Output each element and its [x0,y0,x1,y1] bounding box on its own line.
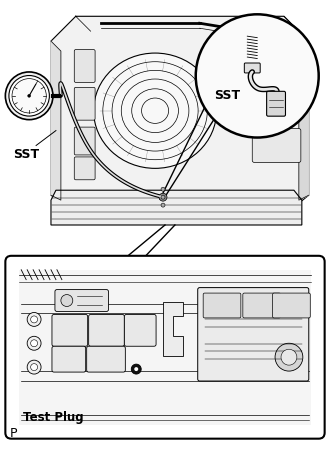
Text: SST: SST [13,149,39,162]
Text: SST: SST [214,89,241,102]
Circle shape [161,203,165,207]
FancyBboxPatch shape [244,63,260,73]
Circle shape [31,316,38,323]
Circle shape [9,75,50,116]
FancyBboxPatch shape [52,314,88,346]
FancyBboxPatch shape [273,293,310,318]
Circle shape [28,94,31,97]
Circle shape [131,364,141,374]
FancyBboxPatch shape [74,49,95,82]
Circle shape [27,313,41,326]
Circle shape [281,349,297,365]
Ellipse shape [94,53,216,168]
Circle shape [31,364,38,370]
Circle shape [61,295,73,307]
Circle shape [275,343,303,371]
FancyBboxPatch shape [252,89,301,118]
FancyBboxPatch shape [243,293,280,318]
Circle shape [5,72,53,119]
Polygon shape [51,16,309,215]
Polygon shape [51,41,61,200]
FancyBboxPatch shape [198,288,309,381]
Circle shape [27,360,41,374]
FancyBboxPatch shape [87,346,125,372]
FancyBboxPatch shape [19,270,311,425]
Circle shape [27,336,41,350]
Text: Test Plug: Test Plug [23,411,84,424]
Circle shape [161,187,165,191]
Circle shape [161,195,165,199]
FancyBboxPatch shape [89,314,124,346]
FancyBboxPatch shape [74,157,95,180]
FancyBboxPatch shape [74,88,95,120]
FancyBboxPatch shape [124,314,156,346]
FancyBboxPatch shape [203,293,241,318]
Text: P: P [9,427,17,440]
FancyBboxPatch shape [74,127,95,155]
FancyBboxPatch shape [55,290,109,312]
Polygon shape [299,41,309,200]
FancyBboxPatch shape [267,91,285,116]
FancyBboxPatch shape [52,346,86,372]
Circle shape [134,367,138,371]
Circle shape [12,79,46,113]
Circle shape [31,340,38,347]
FancyBboxPatch shape [252,54,301,83]
Polygon shape [163,302,183,356]
FancyBboxPatch shape [5,256,325,439]
Polygon shape [51,190,302,225]
Circle shape [196,14,319,137]
FancyBboxPatch shape [252,128,301,163]
Circle shape [159,193,167,201]
